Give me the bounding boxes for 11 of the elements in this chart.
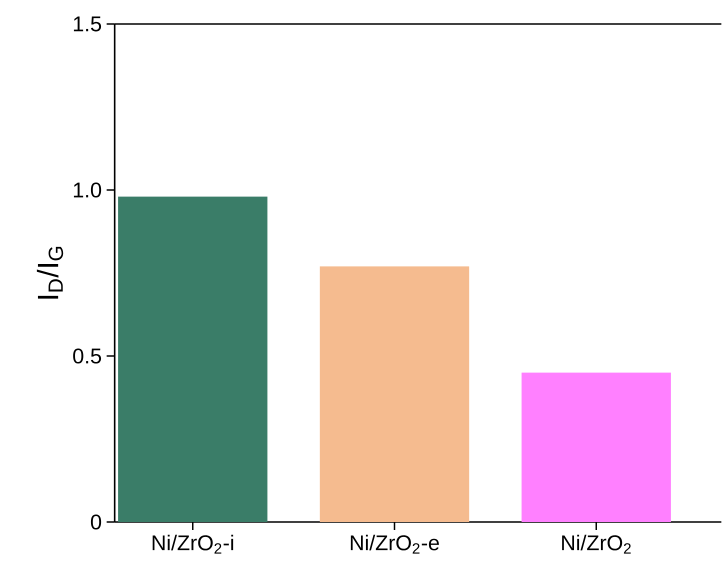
- y-axis-title: I$_{D}$/I$_{G}$: [36, 246, 64, 299]
- bar: [118, 196, 268, 522]
- x-tick-label: Ni/ZrO$_{2}$-e: [350, 534, 439, 554]
- x-tick-label: Ni/ZrO$_{2}$: [562, 534, 631, 554]
- bar: [522, 372, 671, 522]
- x-tick-label: Ni/ZrO$_{2}$-i: [152, 534, 234, 554]
- y-tick-label: 0.5: [73, 348, 102, 364]
- y-tick-label: 1.0: [74, 182, 102, 198]
- y-tick-label: 1.5: [74, 16, 102, 32]
- y-tick-label: 0: [90, 514, 102, 530]
- bar: [320, 266, 470, 522]
